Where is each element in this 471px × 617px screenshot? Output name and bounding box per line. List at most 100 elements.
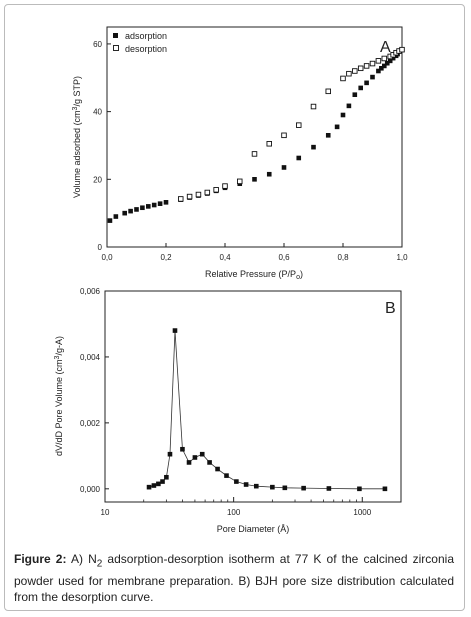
pore-distribution-point [207,460,212,465]
adsorption-point [379,65,384,71]
adsorption-point [340,112,346,118]
x-tick-label-b: 10 [101,508,110,517]
legend-marker-adsorption [113,33,118,38]
desorption-point [399,46,405,53]
chart-panel-b: 10 100 1000 0,000 0,002 0,004 0,006 B Pore Di… [54,287,402,534]
caption-part1: A) N [70,552,97,566]
adsorption-point [311,144,316,150]
adsorption-point [358,85,363,91]
adsorption-point [252,177,257,182]
y-tick-label-a: 60 [93,40,102,49]
figure-caption: Figure 2: A) N2 adsorption-desorption is… [14,551,454,606]
plot-area-b [104,290,402,503]
caption-part2: adsorption-desorption isotherm at 77 K o… [14,552,454,605]
y-axis-label-a: Volume adsorbed (cm3/g STP) [72,76,82,198]
x-tick-label-a: 0,2 [160,253,172,262]
x-tick-label-b: 100 [227,508,241,517]
pore-distribution-point [282,485,288,491]
desorption-point [369,60,376,67]
desorption-point [357,65,364,72]
desorption-point [310,103,317,110]
y-tick-label-b: 0,006 [80,287,101,296]
y-axis-label-b: dV/dD Pore Volume (cm3/g-A) [54,336,64,456]
desorption-point [186,193,193,200]
adsorption-point [364,80,369,86]
desorption-point [340,75,346,82]
pore-distribution-point [215,466,220,472]
y-tick-label-a: 20 [93,175,102,184]
x-tick-label-a: 0,4 [219,253,231,262]
adsorption-point [140,205,145,211]
adsorption-point [163,200,169,205]
x-tick-label-b: 1000 [353,508,371,517]
desorption-point [281,132,287,139]
pore-distribution-point [224,473,229,478]
pore-distribution-point [243,482,249,487]
desorption-point [236,178,243,185]
adsorption-point [352,92,358,97]
adsorption-point [146,204,151,209]
adsorption-point [157,201,163,206]
figure-frame [4,4,465,611]
pore-distribution-point [301,485,306,491]
caption-label: Figure 2: [14,552,67,566]
chart-panel-a: 0,0 0,2 0,4 0,6 0,8 1,0 0 20 40 60 A adsorption … [72,26,408,281]
pore-distribution-point [156,481,161,487]
y-tick-label-a: 40 [93,108,102,117]
pore-distribution-point [146,484,152,490]
adsorption-point [370,74,375,80]
adsorption-point [113,214,119,219]
pore-distribution-point [151,483,157,488]
adsorption-point [376,68,381,74]
x-tick-label-a: 1,0 [396,253,408,262]
series-line-b [148,330,385,490]
adsorption-point [346,103,352,109]
desorption-point [222,183,228,189]
adsorption-point [325,133,331,138]
y-ticks-a: 0 20 40 60 [93,40,111,252]
y-tick-label-b: 0,004 [80,353,101,362]
adsorption-point [128,208,133,214]
legend-label-desorption: desorption [125,44,167,54]
adsorption-point [296,155,302,161]
adsorption-point [387,58,393,64]
pore-distribution-point [167,451,173,457]
x-ticks-a: 0,0 0,2 0,4 0,6 0,8 1,0 [101,243,408,262]
desorption-point [375,58,382,64]
legend-a: adsorption desorption [113,31,167,54]
adsorption-point [384,60,390,66]
pore-distribution-point [253,483,259,489]
desorption-point [204,189,211,196]
pore-distribution-point [270,484,275,490]
adsorption-point [107,218,113,223]
adsorption-point [390,55,396,61]
pore-distribution-point [160,479,165,484]
x-tick-label-a: 0,8 [337,253,349,262]
desorption-point [266,141,273,147]
pore-distribution-point [180,446,185,452]
desorption-point [325,88,332,95]
pore-distribution-point [164,474,169,480]
x-ticks-b: 10 100 1000 [101,497,402,517]
legend-marker-desorption [113,45,119,51]
desorption-point [346,70,352,77]
adsorption-point [281,165,287,170]
y-tick-label-b: 0,000 [80,485,101,494]
desorption-point [213,187,219,193]
desorption-point [195,191,202,198]
data-points-a [107,46,405,223]
pore-distribution-point [326,486,332,491]
adsorption-point [334,124,340,130]
adsorption-point [134,207,139,212]
y-tick-label-a: 0 [98,243,103,252]
desorption-point [251,151,258,157]
pore-distribution-point [199,451,205,457]
desorption-point [352,68,358,74]
pore-distribution-point [192,455,198,460]
panel-label-a: A [380,39,391,56]
desorption-point [177,196,184,202]
y-tick-label-b: 0,002 [80,419,101,428]
panel-label-b: B [385,300,396,317]
legend-label-adsorption: adsorption [125,31,167,41]
